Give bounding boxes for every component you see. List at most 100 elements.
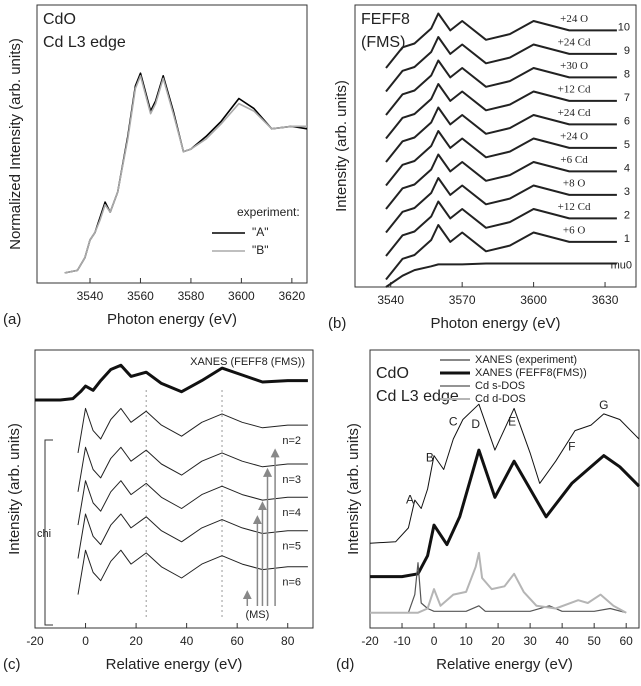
data-line (35, 363, 308, 402)
curve-label: n=5 (282, 541, 301, 553)
curve-label: +24 O (560, 13, 588, 25)
x-tick-label: 20 (129, 634, 143, 648)
data-line (385, 59, 617, 116)
x-tick-label: 80 (281, 634, 295, 648)
plot-frame (354, 4, 637, 288)
plot-frame (36, 4, 308, 284)
panel-label: (b) (328, 315, 346, 332)
peak-label: A (406, 492, 414, 506)
curve-number: 5 (624, 139, 630, 151)
data-line (385, 200, 617, 257)
curve-number: 6 (624, 115, 630, 127)
x-axis-title: Photon energy (eV) (107, 311, 237, 328)
panel-label: (d) (336, 656, 354, 673)
x-axis-title: Relative energy (eV) (106, 656, 243, 673)
curve-label: +8 O (563, 177, 585, 189)
data-line (385, 12, 617, 69)
plot-frame (369, 349, 640, 629)
x-tick-label: 3540 (77, 289, 104, 303)
x-axis-title: Photon energy (eV) (430, 315, 560, 332)
data-line (385, 177, 617, 234)
data-line (77, 407, 308, 453)
curve-number: 10 (618, 21, 630, 33)
panel-title: CdO (43, 11, 76, 28)
x-tick-label: 50 (587, 634, 601, 648)
peak-label: G (599, 398, 608, 412)
peak-label: C (449, 414, 458, 428)
curve-label: n=2 (282, 435, 301, 447)
curve-label: +6 O (563, 224, 585, 236)
curve-label: mu0 (611, 259, 632, 271)
x-tick-label: 30 (523, 634, 537, 648)
curve-number: 2 (624, 209, 630, 221)
curve-label: n=4 (282, 507, 301, 519)
data-line (77, 549, 308, 595)
x-tick-label: 60 (620, 634, 634, 648)
legend-label: XANES (FEFF8(FMS)) (475, 367, 587, 379)
x-tick-label: 20 (491, 634, 505, 648)
data-line (385, 224, 617, 281)
data-line (385, 106, 617, 163)
curve-label: +6 Cd (560, 154, 588, 166)
legend-label: "B" (252, 243, 269, 257)
x-tick-label: 60 (231, 634, 245, 648)
curve-number: 8 (624, 68, 630, 80)
chi-bracket (44, 439, 53, 626)
curve-label: +24 Cd (558, 107, 591, 119)
x-tick-label: -20 (26, 634, 44, 648)
data-line (370, 562, 627, 614)
curve-label: +30 O (560, 60, 588, 72)
panel-label: (c) (3, 656, 21, 673)
panel-label: (a) (3, 311, 21, 328)
x-tick-label: 40 (180, 634, 194, 648)
x-tick-label: 3600 (520, 293, 547, 307)
legend-title: experiment: (237, 205, 300, 219)
x-tick-label: 3560 (127, 289, 154, 303)
data-line (369, 403, 640, 544)
x-tick-label: 3580 (178, 289, 205, 303)
curve-label: n=3 (282, 474, 301, 486)
peak-label: F (568, 439, 575, 453)
legend-label: Cd s-DOS (475, 380, 525, 392)
x-tick-label: 3540 (377, 293, 404, 307)
x-tick-label: -10 (393, 634, 411, 648)
plot-frame (34, 349, 314, 629)
panel-title: FEFF8 (361, 11, 410, 28)
x-tick-label: 40 (555, 634, 569, 648)
data-line (385, 153, 617, 210)
legend-label: XANES (experiment) (475, 354, 577, 366)
panel-subtitle: Cd L3 edge (376, 388, 459, 405)
data-line (370, 448, 641, 579)
data-line (77, 480, 308, 526)
curve-label: +24 O (560, 130, 588, 142)
data-line (385, 36, 617, 93)
data-line (385, 83, 617, 140)
x-tick-label: 3570 (449, 293, 476, 307)
y-axis-title: Intensity (arb. units) (6, 423, 23, 555)
curve-label: +24 Cd (558, 36, 591, 48)
curve-number: 3 (624, 186, 630, 198)
x-tick-label: -20 (361, 634, 379, 648)
x-axis-title: Relative energy (eV) (436, 656, 573, 673)
x-tick-label: 3600 (228, 289, 255, 303)
x-tick-label: 0 (82, 634, 89, 648)
panel-title: CdO (376, 365, 409, 382)
y-axis-title: Intensity (arb. units) (345, 423, 362, 555)
legend-label: "A" (252, 225, 269, 239)
curve-label: +12 Cd (558, 201, 591, 213)
peak-label: B (426, 451, 434, 465)
curve-label: XANES (FEFF8 (FMS)) (190, 356, 305, 368)
data-line (77, 513, 308, 559)
legend-label: Cd d-DOS (475, 393, 526, 405)
data-line (77, 446, 308, 492)
data-line (64, 72, 308, 274)
peak-label: E (508, 414, 516, 428)
panel-subtitle: Cd L3 edge (43, 34, 126, 51)
curve-label: +12 Cd (558, 83, 591, 95)
data-line (385, 130, 617, 187)
panel-subtitle: (FMS) (361, 34, 405, 51)
x-tick-label: 0 (431, 634, 438, 648)
curve-number: 9 (624, 45, 630, 57)
bracket-label: chi (37, 528, 51, 540)
